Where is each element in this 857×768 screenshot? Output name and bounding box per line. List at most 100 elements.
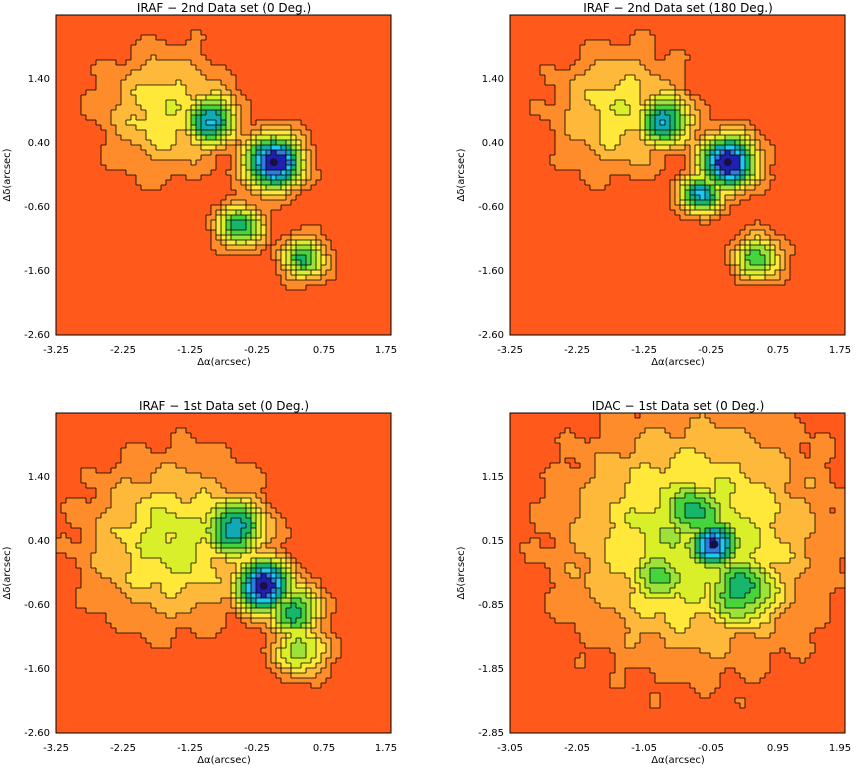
map-cell <box>321 658 327 664</box>
map-cell <box>570 65 591 71</box>
map-cell <box>111 488 202 494</box>
map-cell <box>720 513 741 519</box>
map-cell <box>775 598 786 604</box>
map-cell <box>685 115 691 121</box>
map-cell <box>231 110 237 116</box>
map-cell <box>565 458 576 464</box>
map-cell <box>800 443 811 449</box>
map-cell <box>291 130 302 136</box>
map-cell <box>251 603 257 609</box>
map-cell <box>715 185 721 191</box>
map-cell <box>700 503 711 509</box>
map-cell <box>780 255 786 261</box>
map-cell <box>56 130 107 136</box>
map-cell <box>316 235 327 241</box>
map-cell <box>236 95 247 101</box>
map-cell <box>141 35 157 41</box>
map-cell <box>725 553 731 559</box>
map-cell <box>630 508 636 514</box>
map-cell <box>715 618 726 624</box>
map-cell <box>550 588 591 594</box>
map-cell <box>276 175 287 181</box>
map-cell <box>286 255 292 261</box>
map-cell <box>96 548 127 554</box>
map-cell <box>650 160 666 166</box>
map-cell <box>770 240 781 246</box>
map-cell <box>201 488 207 494</box>
map-cell <box>785 598 796 604</box>
map-cell <box>56 718 392 724</box>
map-cell <box>251 175 257 181</box>
panel-4-x-ticks: -3.05 -2.05 -1.05 -0.05 0.95 1.95 <box>497 743 851 754</box>
map-cell <box>271 150 277 156</box>
map-cell <box>705 175 711 181</box>
map-cell <box>336 260 392 266</box>
map-cell <box>151 518 202 524</box>
map-cell <box>645 125 651 131</box>
map-cell <box>261 165 267 171</box>
map-cell <box>790 603 831 609</box>
map-cell <box>790 255 846 261</box>
map-cell <box>740 170 746 176</box>
map-cell <box>121 135 147 141</box>
map-cell <box>56 698 392 704</box>
map-cell <box>660 503 671 509</box>
map-cell <box>291 603 297 609</box>
map-cell <box>56 588 77 594</box>
map-cell <box>226 240 237 246</box>
map-cell <box>221 518 232 524</box>
map-cell <box>680 180 686 186</box>
map-cell <box>705 513 716 519</box>
map-cell <box>326 648 332 654</box>
map-cell <box>615 523 631 529</box>
map-cell <box>670 145 686 151</box>
map-cell <box>341 638 392 644</box>
map-cell <box>341 653 392 659</box>
map-cell <box>241 618 252 624</box>
map-cell <box>685 120 691 126</box>
map-cell <box>261 175 267 181</box>
map-cell <box>241 175 247 181</box>
panel-1-x-label: Δα(arcsec) <box>197 357 251 368</box>
map-cell <box>680 185 686 191</box>
map-cell <box>620 498 661 504</box>
map-cell <box>760 533 776 539</box>
map-cell <box>775 150 846 156</box>
map-cell <box>311 165 317 171</box>
map-cell <box>56 215 207 221</box>
map-cell <box>510 468 546 474</box>
map-cell <box>246 578 252 584</box>
map-cell <box>645 130 651 136</box>
map-cell <box>840 558 846 564</box>
map-cell <box>735 195 751 201</box>
map-cell <box>765 170 771 176</box>
map-cell <box>720 175 726 181</box>
map-cell <box>765 160 776 166</box>
map-cell <box>615 653 711 659</box>
map-cell <box>675 543 686 549</box>
map-cell <box>510 195 671 201</box>
map-cell <box>256 145 262 151</box>
map-cell <box>56 75 97 81</box>
map-cell <box>780 588 786 594</box>
map-cell <box>555 618 626 624</box>
map-cell <box>760 583 771 589</box>
map-cell <box>510 55 581 61</box>
map-cell <box>211 523 217 529</box>
map-cell <box>286 573 292 579</box>
map-cell <box>510 140 556 146</box>
panel-3-ytick: -1.60 <box>24 664 50 675</box>
map-cell <box>650 693 661 699</box>
map-cell <box>595 105 611 111</box>
map-cell <box>336 275 392 281</box>
map-cell <box>550 613 621 619</box>
panel-4: IDAC − 1st Data set (0 Deg.) -3.05 -2.05… <box>456 399 851 766</box>
map-cell <box>276 618 282 624</box>
map-cell <box>261 648 272 654</box>
map-cell <box>700 220 711 226</box>
map-cell <box>720 503 731 509</box>
map-cell <box>166 180 232 186</box>
map-cell <box>166 105 182 111</box>
map-cell <box>725 598 756 604</box>
map-cell <box>750 433 811 439</box>
